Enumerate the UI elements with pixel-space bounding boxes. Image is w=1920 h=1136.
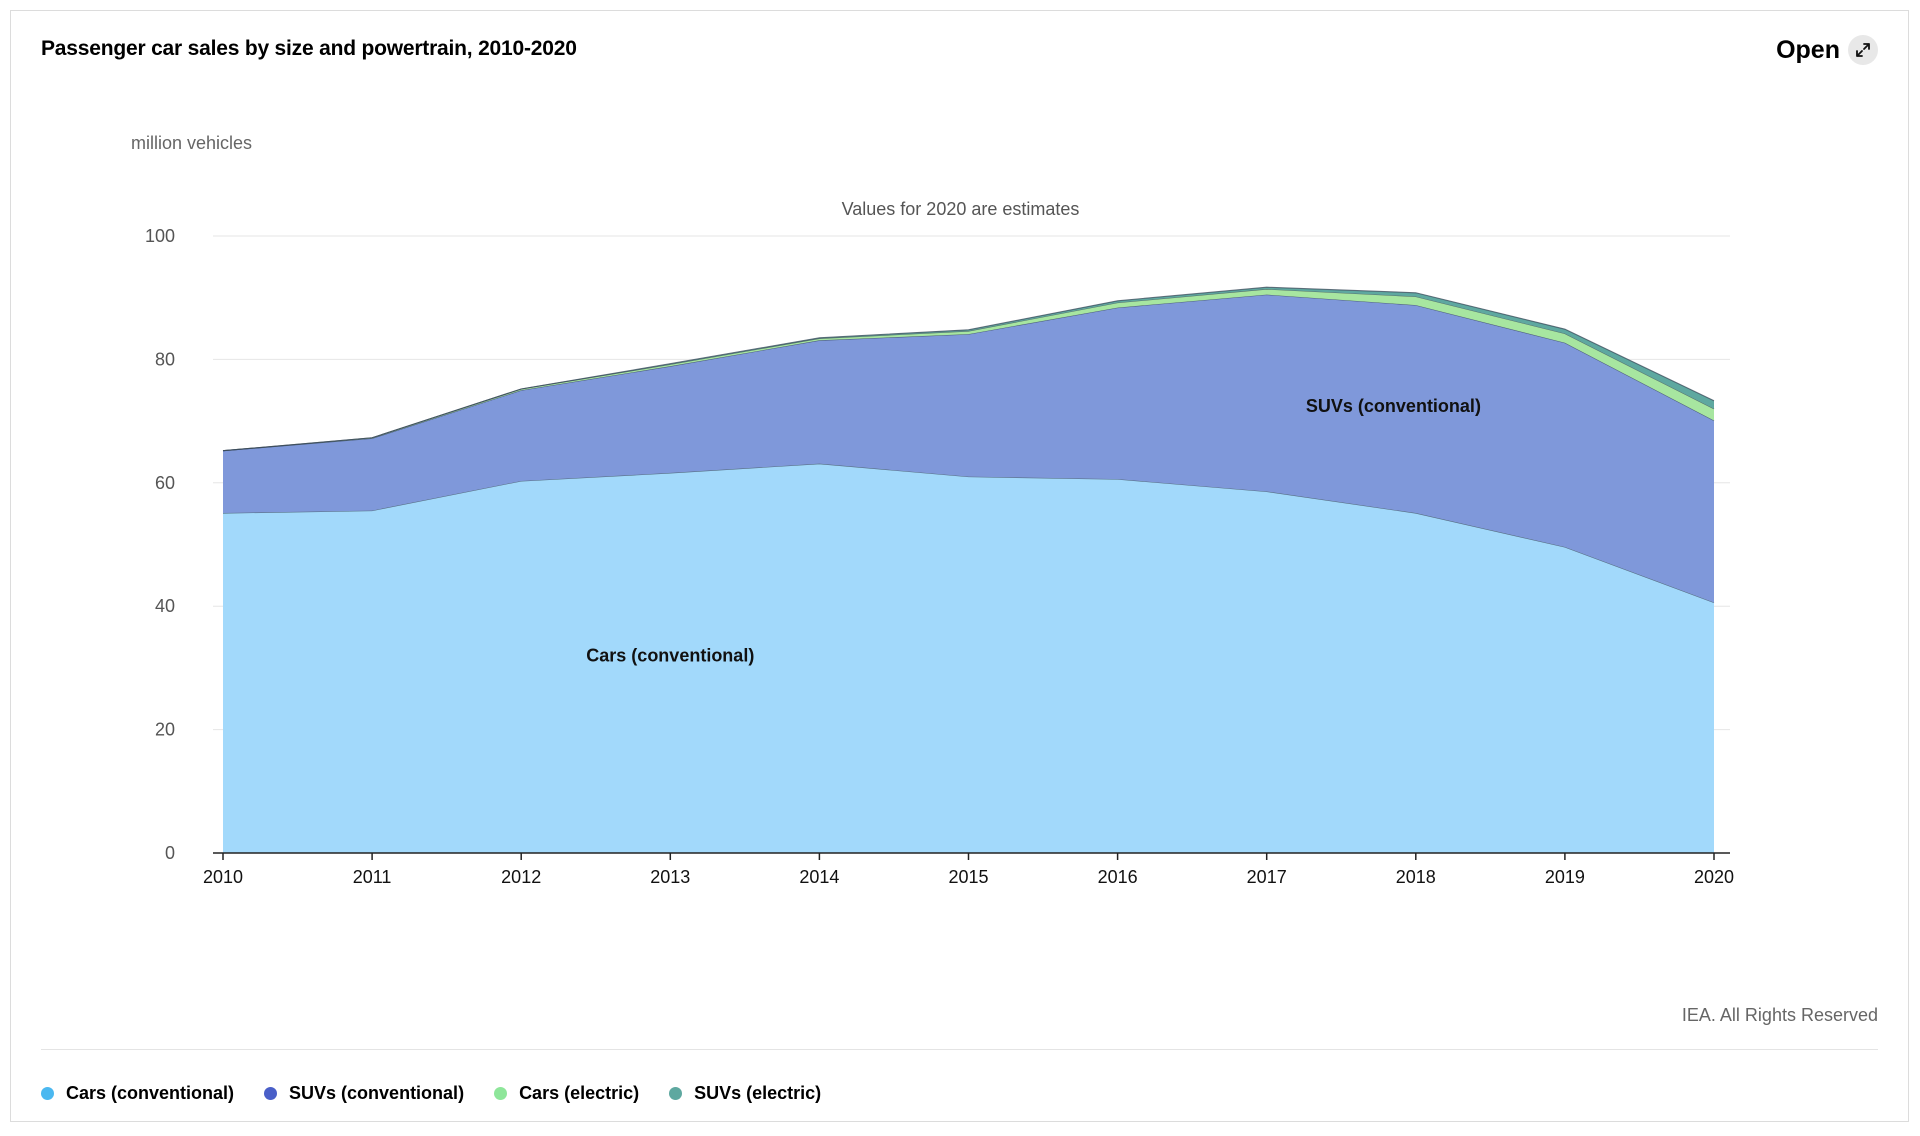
x-tick-label: 2015 [948, 867, 988, 887]
legend-label: Cars (conventional) [66, 1083, 235, 1103]
expand-arrows-icon [1848, 35, 1878, 65]
chart-title: Passenger car sales by size and powertra… [41, 37, 577, 60]
x-tick-label: 2014 [799, 867, 839, 887]
y-tick-label: 60 [155, 473, 175, 493]
area-series-0 [223, 463, 1714, 853]
x-tick-label: 2016 [1098, 867, 1138, 887]
series-line-3 [222, 286, 1715, 452]
legend-dot-cars-conventional [41, 1087, 54, 1100]
y-tick-label: 20 [155, 720, 175, 740]
legend-dot-suvs-conventional [264, 1087, 278, 1100]
area-series-1 [223, 294, 1714, 603]
x-tick-label: 2013 [650, 867, 690, 887]
chart-note: Values for 2020 are estimates [841, 199, 1080, 219]
legend-item-suvs-conventional[interactable]: SUVs (conventional) [264, 1083, 464, 1104]
x-tick-label: 2012 [501, 867, 541, 887]
area-annotation: Cars (conventional) [586, 646, 754, 666]
legend-label: SUVs (conventional) [289, 1083, 465, 1103]
open-button[interactable]: Open [1776, 35, 1878, 65]
legend-item-cars-electric[interactable]: Cars (electric) [494, 1083, 639, 1104]
legend-item-suvs-electric[interactable]: SUVs (electric) [669, 1083, 821, 1104]
legend-dot-suvs-electric [669, 1087, 683, 1100]
open-button-label: Open [1776, 35, 1840, 64]
x-tick-label: 2019 [1545, 867, 1585, 887]
y-tick-label: 0 [165, 843, 175, 863]
x-tick-label: 2018 [1396, 867, 1436, 887]
y-tick-label: 100 [145, 226, 175, 246]
y-tick-label: 40 [155, 596, 175, 616]
area-chart: 0 20 40 60 80 100 2010 2011 2012 2013 2014 2015 2016… [145, 226, 1734, 887]
legend-divider [41, 1049, 1878, 1050]
legend-item-cars-conventional[interactable]: Cars (conventional) [41, 1083, 234, 1104]
x-tick-label: 2010 [203, 867, 243, 887]
x-tick-label: 2017 [1247, 867, 1287, 887]
chart-legend: Cars (conventional) SUVs (conventional) … [41, 1083, 821, 1104]
legend-label: Cars (electric) [519, 1083, 640, 1103]
y-axis-unit-label: million vehicles [131, 133, 253, 153]
chart-card: Passenger car sales by size and powertra… [10, 10, 1909, 1122]
area-annotation: SUVs (conventional) [1306, 396, 1481, 416]
x-tick-label: 2011 [353, 867, 392, 887]
y-tick-label: 80 [155, 349, 175, 369]
legend-dot-cars-electric [494, 1087, 508, 1100]
copyright-text: IEA. All Rights Reserved [1681, 1005, 1878, 1025]
x-tick-label: 2020 [1694, 867, 1734, 887]
legend-label: SUVs (electric) [694, 1083, 822, 1103]
